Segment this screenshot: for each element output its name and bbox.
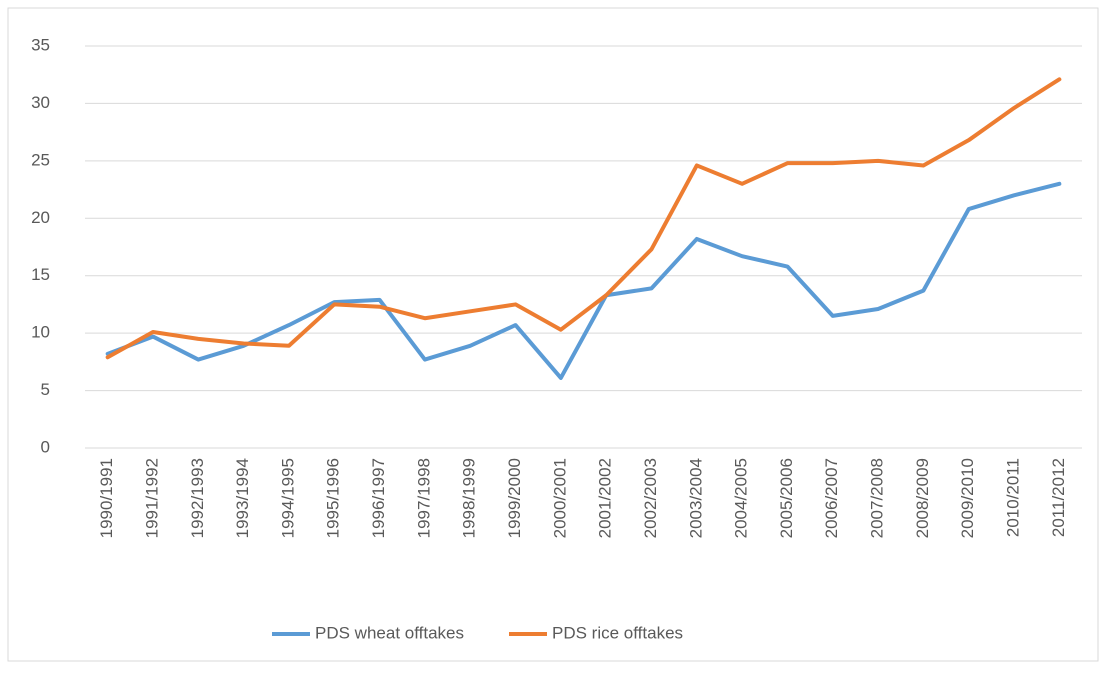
y-tick-label: 25 [31,150,50,169]
y-tick-label: 5 [41,380,50,399]
y-tick-label: 15 [31,265,50,284]
x-tick-label: 1998/1999 [460,458,479,538]
x-tick-label: 2008/2009 [913,458,932,538]
x-tick-label: 1994/1995 [278,458,297,538]
y-tick-label: 30 [31,93,50,112]
x-tick-label: 1992/1993 [188,458,207,538]
x-tick-label: 2001/2002 [596,458,615,538]
x-tick-label: 1997/1998 [414,458,433,538]
x-tick-label: 2007/2008 [868,458,887,538]
y-tick-label: 0 [41,437,50,456]
x-tick-label: 2006/2007 [822,458,841,538]
legend-label: PDS rice offtakes [552,623,683,642]
y-tick-label: 10 [31,323,50,342]
x-tick-label: 2009/2010 [958,458,977,538]
y-tick-label: 20 [31,208,50,227]
x-tick-label: 2004/2005 [732,458,751,538]
series-line [105,181,1062,380]
legend-label: PDS wheat offtakes [315,623,464,642]
x-tick-label: 2010/2011 [1004,458,1023,537]
x-tick-label: 1995/1996 [324,458,343,538]
x-tick-label: 2003/2004 [686,458,705,538]
series-line [105,77,1062,360]
x-tick-label: 2005/2006 [777,458,796,538]
x-tick-label: 1990/1991 [97,458,116,538]
chart-frame [7,7,1099,662]
x-tick-label: 1999/2000 [505,458,524,538]
y-tick-label: 35 [31,35,50,54]
x-tick-label: 2002/2003 [641,458,660,538]
x-tick-label: 2011/2012 [1049,458,1068,537]
x-tick-label: 1991/1992 [142,458,161,538]
x-tick-label: 1993/1994 [233,458,252,538]
x-tick-label: 2000/2001 [550,458,569,538]
x-tick-label: 1996/1997 [369,458,388,538]
